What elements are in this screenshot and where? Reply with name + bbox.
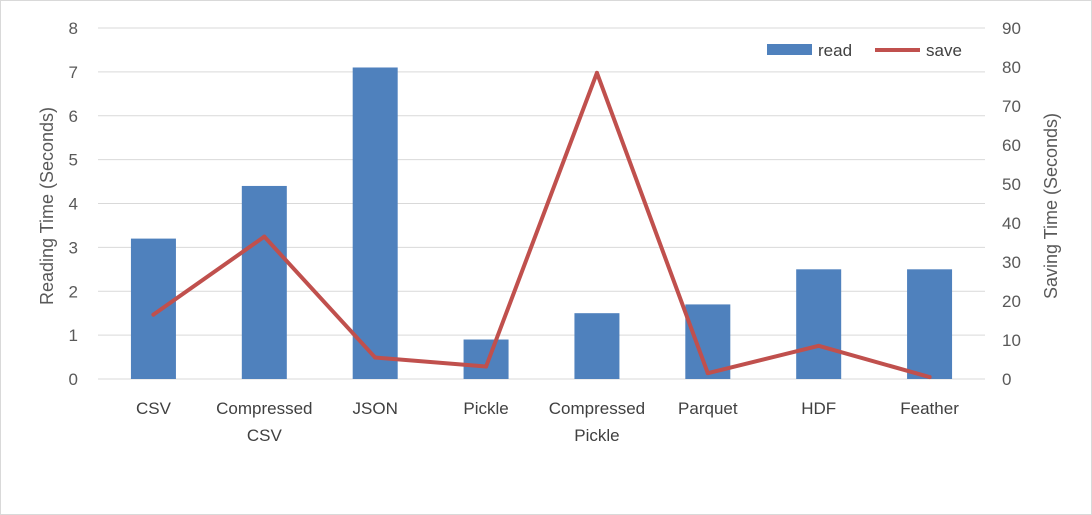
right-tick-label: 20 [1002, 292, 1021, 311]
right-tick-label: 30 [1002, 253, 1021, 272]
right-tick-label: 70 [1002, 97, 1021, 116]
save-point [816, 343, 821, 348]
save-point [594, 70, 599, 75]
category-label: Compressed Pickle [549, 399, 645, 445]
read-bar [241, 185, 287, 379]
save-line-path [151, 70, 932, 380]
category-label: CSV [136, 399, 172, 418]
left-tick-label: 5 [69, 151, 78, 170]
legend-read-label: read [818, 41, 852, 60]
left-tick-label: 4 [69, 195, 78, 214]
left-tick-label: 8 [69, 19, 78, 38]
save-point [484, 364, 489, 369]
read-bar [907, 269, 953, 379]
save-point [151, 312, 156, 317]
left-tick-label: 3 [69, 238, 78, 257]
read-bar [796, 269, 842, 379]
category-label: HDF [801, 399, 836, 418]
read-bar [463, 339, 509, 379]
legend-read-swatch [767, 44, 812, 55]
left-tick-label: 2 [69, 282, 78, 301]
read-bar [685, 304, 731, 379]
save-point [927, 375, 932, 380]
category-label: Feather [900, 399, 959, 418]
left-axis-title: Reading Time (Seconds) [37, 107, 57, 305]
category-label: Parquet [678, 399, 738, 418]
right-tick-label: 50 [1002, 175, 1021, 194]
save-point [373, 355, 378, 360]
right-axis-ticks: 0 10 20 30 40 50 60 70 80 90 [1002, 19, 1021, 389]
read-bars [130, 67, 953, 380]
legend-save-label: save [926, 41, 962, 60]
right-tick-label: 90 [1002, 19, 1021, 38]
right-axis-title: Saving Time (Seconds) [1041, 113, 1061, 299]
left-tick-label: 1 [69, 326, 78, 345]
save-point [705, 371, 710, 376]
read-bar [130, 238, 176, 379]
save-point [262, 234, 267, 239]
category-labels: CSV Compressed CSV JSON Pickle Compressed Pick… [136, 399, 959, 445]
category-label: Pickle [463, 399, 508, 418]
save-line [151, 70, 932, 380]
left-tick-label: 0 [69, 370, 78, 389]
read-bar [352, 67, 398, 380]
category-label: Compressed CSV [216, 399, 312, 445]
gridlines [98, 27, 985, 380]
left-tick-label: 7 [69, 63, 78, 82]
right-tick-label: 0 [1002, 370, 1011, 389]
read-bar [574, 313, 620, 379]
left-axis-ticks: 0 1 2 3 4 5 6 7 8 [69, 19, 78, 389]
left-tick-label: 6 [69, 107, 78, 126]
legend: read save [767, 41, 962, 60]
category-label: JSON [353, 399, 398, 418]
right-tick-label: 40 [1002, 214, 1021, 233]
right-tick-label: 60 [1002, 136, 1021, 155]
right-tick-label: 10 [1002, 331, 1021, 350]
right-tick-label: 80 [1002, 58, 1021, 77]
